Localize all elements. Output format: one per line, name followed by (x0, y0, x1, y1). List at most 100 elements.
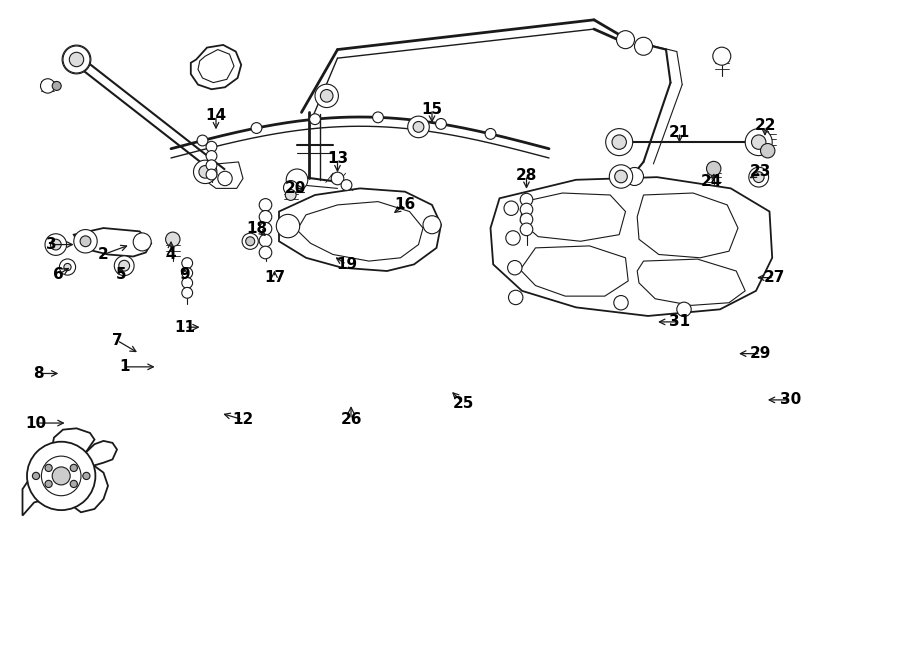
Text: 8: 8 (33, 366, 44, 381)
Circle shape (45, 234, 67, 255)
Circle shape (197, 135, 208, 146)
Circle shape (40, 79, 55, 93)
Circle shape (331, 172, 344, 185)
Circle shape (286, 169, 308, 190)
Circle shape (63, 46, 90, 73)
Circle shape (520, 223, 533, 236)
Circle shape (206, 151, 217, 161)
Circle shape (508, 290, 523, 305)
Circle shape (194, 160, 217, 184)
Circle shape (64, 264, 71, 270)
Circle shape (436, 118, 446, 130)
Text: 12: 12 (232, 412, 254, 427)
Circle shape (677, 302, 691, 317)
Circle shape (133, 233, 151, 251)
Text: 6: 6 (53, 267, 64, 282)
Text: 19: 19 (336, 257, 357, 272)
Circle shape (69, 52, 84, 67)
Circle shape (753, 172, 764, 182)
Circle shape (285, 190, 296, 200)
Circle shape (199, 165, 212, 178)
Text: 7: 7 (112, 333, 122, 348)
Circle shape (520, 213, 533, 226)
Text: 31: 31 (669, 315, 690, 329)
Circle shape (760, 143, 775, 158)
Text: 10: 10 (25, 416, 47, 430)
Text: 22: 22 (754, 118, 776, 133)
Text: 27: 27 (763, 270, 785, 285)
Circle shape (713, 47, 731, 65)
Circle shape (50, 239, 61, 250)
Circle shape (74, 229, 97, 253)
Circle shape (315, 84, 338, 108)
Circle shape (320, 89, 333, 102)
Circle shape (259, 246, 272, 259)
Circle shape (62, 45, 91, 74)
Circle shape (749, 167, 769, 187)
Circle shape (166, 232, 180, 247)
Text: 14: 14 (205, 108, 227, 123)
Circle shape (616, 30, 634, 49)
Circle shape (752, 135, 766, 149)
Circle shape (218, 171, 232, 186)
Circle shape (32, 473, 40, 479)
Circle shape (504, 201, 518, 215)
Circle shape (27, 442, 95, 510)
Circle shape (83, 473, 90, 479)
Circle shape (373, 112, 383, 123)
Text: 1: 1 (119, 360, 130, 374)
Circle shape (745, 129, 772, 155)
Circle shape (242, 233, 258, 249)
Text: 11: 11 (174, 320, 195, 334)
Text: 30: 30 (779, 393, 801, 407)
Text: 5: 5 (116, 267, 127, 282)
Circle shape (69, 52, 84, 67)
Circle shape (341, 180, 352, 190)
Text: 24: 24 (700, 175, 722, 189)
Text: 29: 29 (750, 346, 771, 361)
Text: 26: 26 (340, 412, 362, 427)
Circle shape (508, 260, 522, 275)
Circle shape (259, 210, 272, 223)
Text: 13: 13 (327, 151, 348, 166)
Circle shape (80, 236, 91, 247)
Circle shape (485, 128, 496, 139)
Circle shape (206, 169, 217, 180)
Circle shape (182, 268, 193, 278)
Text: 2: 2 (98, 247, 109, 262)
Circle shape (408, 116, 429, 137)
Circle shape (45, 464, 52, 471)
Circle shape (259, 198, 272, 212)
Text: 20: 20 (284, 181, 306, 196)
Circle shape (310, 114, 320, 124)
Circle shape (259, 234, 272, 247)
Circle shape (423, 215, 441, 234)
Circle shape (606, 129, 633, 155)
Text: 3: 3 (46, 237, 57, 252)
Circle shape (413, 122, 424, 132)
Circle shape (276, 214, 300, 238)
Circle shape (114, 256, 134, 276)
Text: 18: 18 (246, 221, 267, 235)
Circle shape (246, 237, 255, 246)
Circle shape (206, 141, 217, 152)
Circle shape (206, 160, 217, 171)
Circle shape (634, 37, 652, 56)
Text: 21: 21 (669, 125, 690, 139)
Circle shape (52, 81, 61, 91)
Circle shape (259, 222, 272, 235)
Circle shape (251, 123, 262, 134)
Circle shape (182, 288, 193, 298)
Circle shape (52, 467, 70, 485)
Circle shape (119, 260, 130, 271)
Circle shape (626, 167, 644, 186)
Text: 17: 17 (264, 270, 285, 285)
Circle shape (615, 170, 627, 183)
Text: 4: 4 (166, 247, 176, 262)
Circle shape (609, 165, 633, 188)
Text: 15: 15 (421, 102, 443, 116)
Text: 9: 9 (179, 267, 190, 282)
Circle shape (182, 258, 193, 268)
Circle shape (182, 278, 193, 288)
Circle shape (506, 231, 520, 245)
